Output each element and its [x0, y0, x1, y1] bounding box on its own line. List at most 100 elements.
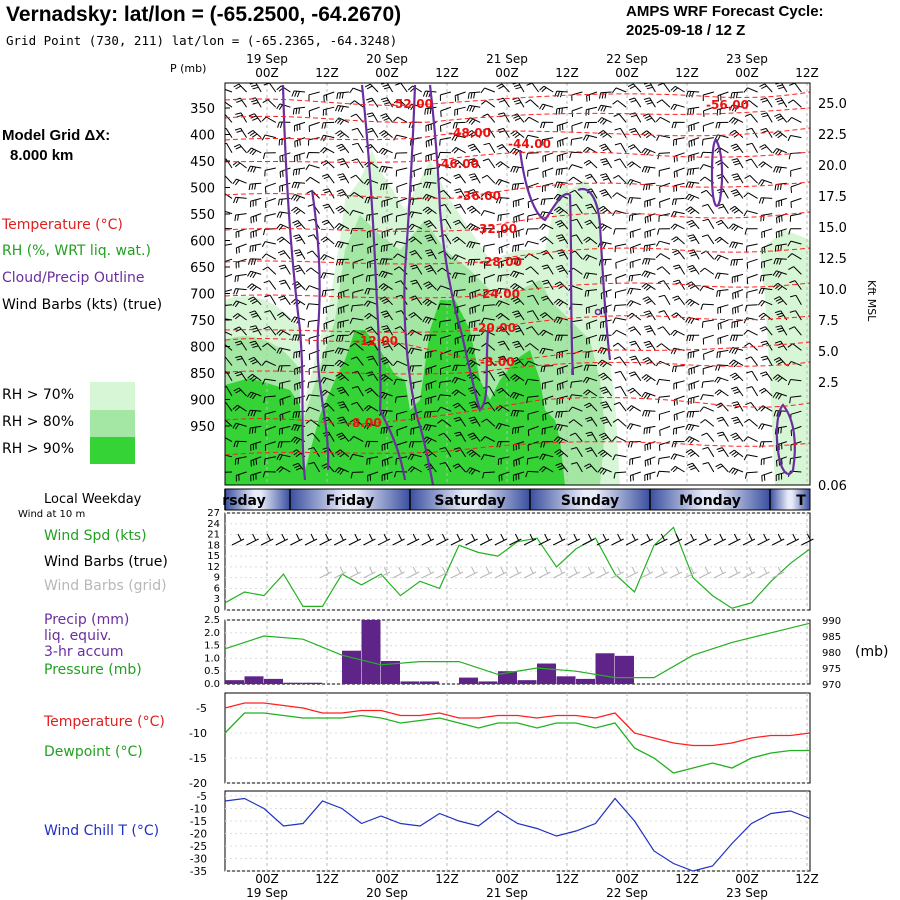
bottom-hour-label: 12Z: [555, 872, 579, 886]
surface-wind-barb-grid: [728, 566, 741, 579]
wind-barb: [480, 87, 495, 94]
wind-barb: [512, 340, 525, 351]
wind-barb: [568, 394, 583, 401]
temperature-contours: [225, 91, 810, 456]
wind-barb: [292, 220, 306, 230]
wind-barb: [555, 106, 568, 115]
wind-barb: [702, 91, 714, 102]
temperature-contour: [225, 211, 810, 232]
wind-barb: [772, 282, 788, 291]
wind-barb: [378, 270, 393, 279]
precip-bar: [244, 676, 264, 684]
wind-barb: [775, 471, 787, 482]
wind-barb: [367, 243, 379, 254]
wind-barb: [729, 129, 744, 138]
weekday-label: Sunday: [561, 493, 619, 509]
wind-barb: [308, 462, 321, 473]
wind-barb: [495, 197, 510, 204]
wind-barb: [452, 121, 466, 129]
wind-barb: [380, 310, 394, 321]
wind-barb: [380, 182, 393, 191]
surface-wind-barb-true: [582, 533, 595, 546]
wind-barb: [277, 441, 291, 448]
wind-barb: [453, 349, 466, 359]
wind-barb: [600, 158, 613, 169]
surface-wind-barb-grid: [713, 566, 727, 579]
wind-barb: [702, 218, 715, 230]
wind-barb: [615, 258, 627, 269]
wind-barb: [527, 294, 540, 306]
wind-barb: [364, 387, 379, 397]
wind-barb: [261, 116, 277, 123]
wind-barb: [701, 319, 714, 328]
wind-barb: [380, 243, 393, 253]
surface-wind-barb-grid: [625, 566, 639, 579]
wind-barb: [225, 356, 233, 366]
wind-barb: [305, 285, 320, 291]
surface-wind-barb-true: [698, 533, 712, 546]
wind-barb: [685, 181, 700, 189]
chill-ytick-label: -25: [190, 841, 207, 853]
wind-ytick-label: 18: [207, 540, 220, 551]
precip-ytick-label: 1.0: [204, 653, 220, 664]
wind-barb: [525, 99, 539, 108]
wind-barb: [225, 471, 233, 473]
wind-barb: [394, 395, 408, 404]
wind-barb: [276, 453, 291, 461]
surface-wind-barb-grid: [669, 566, 683, 579]
surface-wind-barb-grid: [655, 566, 668, 579]
wind-barb: [584, 402, 598, 412]
wind-barb: [247, 409, 262, 417]
wind-barb: [525, 266, 539, 275]
wind-barb: [379, 296, 393, 306]
wind-barb: [628, 326, 642, 336]
wind-barb: [378, 283, 393, 291]
wind-barb: [556, 234, 569, 245]
weekday-segment: [530, 489, 650, 510]
wind-barb: [294, 121, 306, 132]
wind-barb: [293, 264, 306, 275]
surface-wind-barb-true: [655, 533, 668, 546]
wind-barb: [349, 100, 364, 108]
wind-barb: [597, 359, 612, 368]
wind-barb: [772, 374, 788, 383]
surface-wind-barb-true: [625, 533, 639, 546]
wind-barb: [775, 97, 788, 108]
cloud-outline: [775, 403, 796, 476]
wind-barb: [585, 447, 598, 458]
wind-barb: [658, 410, 671, 421]
wind-barb: [482, 471, 495, 479]
wind-barb: [584, 289, 598, 297]
wind-barb: [336, 386, 350, 397]
wind-barb: [279, 380, 291, 390]
wind-barb: [225, 101, 233, 108]
top-hour-label: 00Z: [615, 66, 639, 80]
wind-barb: [614, 142, 627, 154]
wind-barb: [613, 174, 627, 184]
wind-barb: [482, 158, 496, 169]
wind-barb: [524, 378, 539, 385]
wind-barb: [685, 423, 700, 431]
wind-barb: [571, 121, 583, 132]
wind-barb: [291, 424, 306, 432]
surface-wind-barb-grid: [450, 566, 464, 579]
wind-barb: [644, 456, 656, 467]
wind-barb: [480, 436, 496, 443]
wind-barb: [758, 299, 773, 307]
wind-barb: [468, 416, 481, 427]
wind-barb: [643, 243, 656, 252]
wind-chill-label: Wind Chill T (°C): [44, 823, 160, 839]
wind-barb: [670, 329, 685, 337]
temperature-contour: [225, 361, 810, 375]
wind-barb: [437, 303, 452, 310]
wind-barb: [293, 395, 306, 405]
wind-barb: [424, 234, 437, 245]
precip-bar: [517, 680, 537, 684]
surface-wind-barb-grid: [771, 566, 785, 579]
wind-barb: [658, 213, 671, 222]
wind-barb: [553, 298, 569, 307]
wind-barb: [569, 189, 583, 199]
wind-barb: [628, 97, 642, 108]
wind-barb: [379, 130, 393, 138]
wind-barb: [701, 234, 715, 245]
